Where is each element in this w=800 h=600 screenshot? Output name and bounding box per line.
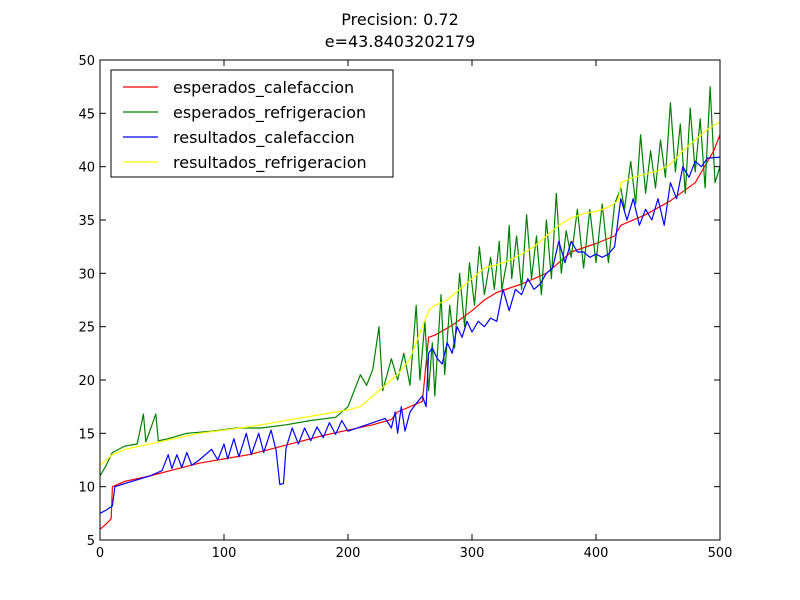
- y-tick-label: 30: [78, 267, 95, 282]
- legend-label-esperados_calefaccion: esperados_calefaccion: [173, 78, 354, 98]
- y-tick-label: 20: [78, 374, 95, 389]
- x-tick-label: 400: [584, 546, 609, 561]
- y-tick-label: 15: [78, 427, 95, 442]
- y-tick-label: 45: [78, 107, 95, 122]
- series-line-resultados_calefaccion: [99, 156, 721, 514]
- y-tick-label: 50: [78, 54, 95, 69]
- series-layer: [99, 86, 721, 530]
- x-tick-label: 200: [336, 546, 361, 561]
- x-tick-label: 500: [708, 546, 733, 561]
- y-tick-label: 25: [78, 321, 95, 336]
- x-tick-label: 0: [96, 546, 104, 561]
- axis-layer: 0 100 200 300 400 500 5 10 15 20 25 30 35 40 45 50: [78, 54, 732, 561]
- legend: esperados_calefaccion esperados_refrigera…: [110, 69, 394, 178]
- x-tick-label: 100: [212, 546, 237, 561]
- plot-frame: [99, 59, 721, 541]
- series-line-esperados_refrigeracion: [99, 86, 721, 477]
- chart-subtitle: e=43.8403202179: [325, 32, 476, 51]
- y-tick-label: 10: [78, 481, 95, 496]
- legend-box: [110, 69, 394, 178]
- y-tick-label: 5: [87, 534, 95, 549]
- legend-label-esperados_refrigeracion: esperados_refrigeracion: [173, 103, 366, 123]
- series-line-resultados_refrigeracion: [99, 121, 721, 466]
- x-tick-label: 300: [460, 546, 485, 561]
- chart-title: Precision: 0.72: [341, 10, 459, 29]
- series-line-esperados_calefaccion: [99, 134, 721, 530]
- y-tick-label: 40: [78, 161, 95, 176]
- y-tick-label: 35: [78, 214, 95, 229]
- legend-label-resultados_calefaccion: resultados_calefaccion: [173, 128, 355, 148]
- legend-label-resultados_refrigeracion: resultados_refrigeracion: [173, 153, 367, 173]
